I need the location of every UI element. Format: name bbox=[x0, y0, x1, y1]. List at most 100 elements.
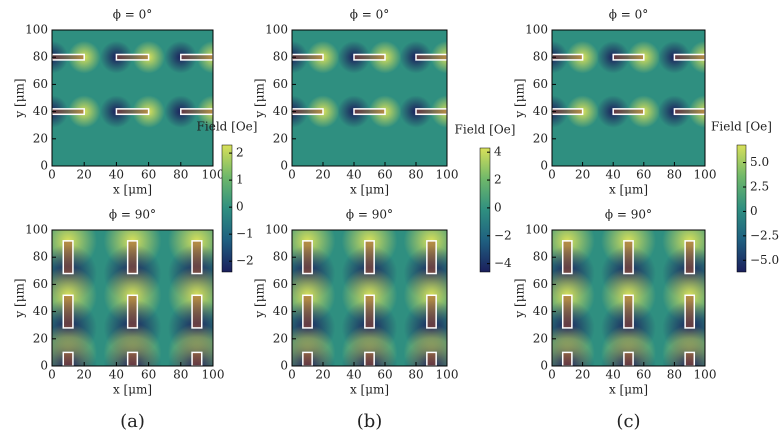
magnet bbox=[612, 108, 645, 116]
y-tick-label: 20 bbox=[33, 131, 48, 145]
magnet bbox=[126, 351, 139, 366]
y-tick-label: 100 bbox=[265, 23, 288, 37]
chart-title: ϕ = 90° bbox=[605, 208, 652, 222]
x-tick-label: 80 bbox=[667, 368, 682, 382]
field-pole bbox=[103, 337, 162, 366]
magnet bbox=[302, 294, 313, 329]
colorbar-tick-label: −1 bbox=[236, 227, 254, 241]
y-tick-label: 40 bbox=[273, 104, 288, 118]
magnet bbox=[364, 240, 375, 275]
x-tick-label: 60 bbox=[377, 368, 392, 382]
chart-title: ϕ = 0° bbox=[350, 8, 390, 22]
magnet bbox=[684, 294, 696, 329]
y-tick-label: 80 bbox=[273, 250, 288, 264]
y-tick-label: 60 bbox=[533, 77, 548, 91]
colorbar-tick-label: 0 bbox=[236, 200, 244, 214]
x-axis-label: x [μm] bbox=[609, 383, 648, 397]
field-map bbox=[552, 230, 705, 366]
axes-frame bbox=[291, 29, 448, 167]
x-tick-label: 0 bbox=[548, 168, 556, 182]
colorbar-label: Field [Oe] bbox=[197, 120, 258, 134]
colorbar bbox=[221, 144, 233, 273]
axes-frame bbox=[551, 29, 706, 167]
field-map bbox=[552, 30, 705, 166]
x-tick-label: 100 bbox=[202, 168, 225, 182]
y-axis-label: y [μm] bbox=[513, 78, 527, 118]
y-tick-label: 0 bbox=[40, 359, 48, 373]
chart-title: ϕ = 90° bbox=[346, 208, 393, 222]
y-tick-label: 40 bbox=[533, 304, 548, 318]
x-tick-label: 0 bbox=[548, 368, 556, 382]
axes-frame bbox=[291, 229, 448, 367]
y-axis-label: y [μm] bbox=[513, 278, 527, 318]
magnet bbox=[191, 294, 203, 329]
magnet bbox=[684, 240, 696, 275]
panel-label: (b) bbox=[357, 411, 383, 432]
y-tick-label: 0 bbox=[540, 159, 548, 173]
magnet bbox=[415, 53, 447, 61]
magnet bbox=[612, 53, 645, 61]
colorbar-tick-label: −4 bbox=[494, 256, 512, 270]
y-tick-label: 100 bbox=[525, 223, 548, 237]
colorbar-tick-label: −2.5 bbox=[750, 228, 779, 242]
magnet bbox=[673, 53, 705, 61]
panel-label: (a) bbox=[120, 411, 145, 432]
x-axis-label: x [μm] bbox=[113, 183, 152, 197]
colorbar bbox=[736, 144, 747, 273]
field-map bbox=[52, 30, 213, 166]
magnet bbox=[353, 108, 386, 116]
y-tick-label: 40 bbox=[533, 104, 548, 118]
colorbar-tick-label: −2 bbox=[494, 228, 512, 242]
y-tick-label: 60 bbox=[273, 77, 288, 91]
y-tick-label: 20 bbox=[33, 331, 48, 345]
chart-title: ϕ = 0° bbox=[609, 8, 649, 22]
x-tick-label: 0 bbox=[48, 368, 56, 382]
colorbar-tick-label: −5.0 bbox=[750, 253, 779, 267]
colorbar-tick-label: 4 bbox=[494, 145, 502, 159]
colorbar-label: Field [Oe] bbox=[711, 120, 772, 134]
field-map bbox=[52, 230, 213, 366]
y-tick-label: 80 bbox=[33, 50, 48, 64]
x-tick-label: 20 bbox=[77, 368, 92, 382]
x-tick-label: 40 bbox=[606, 368, 621, 382]
magnet bbox=[191, 351, 203, 366]
x-tick-label: 40 bbox=[346, 168, 361, 182]
y-tick-label: 80 bbox=[533, 50, 548, 64]
magnet bbox=[426, 294, 437, 329]
colorbar-tick-label: 2 bbox=[236, 146, 244, 160]
colorbar-tick-label: 2.5 bbox=[750, 180, 769, 194]
x-tick-label: 40 bbox=[109, 168, 124, 182]
x-tick-label: 80 bbox=[173, 168, 188, 182]
y-tick-label: 60 bbox=[533, 277, 548, 291]
magnet bbox=[673, 108, 705, 116]
field-map bbox=[292, 230, 447, 366]
x-tick-label: 80 bbox=[408, 368, 423, 382]
y-tick-label: 60 bbox=[273, 277, 288, 291]
y-tick-label: 0 bbox=[40, 159, 48, 173]
y-tick-label: 40 bbox=[33, 304, 48, 318]
x-tick-label: 0 bbox=[48, 168, 56, 182]
y-tick-label: 100 bbox=[25, 23, 48, 37]
x-axis-label: x [μm] bbox=[350, 383, 389, 397]
y-axis-label: y [μm] bbox=[253, 78, 267, 118]
magnet bbox=[561, 240, 573, 275]
colorbar-tick-label: 1 bbox=[236, 173, 244, 187]
y-tick-label: 80 bbox=[33, 250, 48, 264]
magnet bbox=[426, 351, 437, 366]
magnet bbox=[292, 108, 324, 116]
y-tick-label: 40 bbox=[273, 304, 288, 318]
x-tick-label: 0 bbox=[288, 168, 296, 182]
chart-title: ϕ = 0° bbox=[113, 8, 153, 22]
colorbar-tick-label: −2 bbox=[236, 254, 254, 268]
magnet bbox=[426, 240, 437, 275]
x-tick-label: 40 bbox=[346, 368, 361, 382]
magnet bbox=[552, 108, 584, 116]
magnet bbox=[415, 108, 447, 116]
y-tick-label: 0 bbox=[280, 359, 288, 373]
x-tick-label: 80 bbox=[667, 168, 682, 182]
magnet bbox=[353, 53, 386, 61]
magnet bbox=[62, 294, 74, 329]
x-axis-label: x [μm] bbox=[113, 383, 152, 397]
y-tick-label: 20 bbox=[533, 131, 548, 145]
y-tick-label: 80 bbox=[533, 250, 548, 264]
